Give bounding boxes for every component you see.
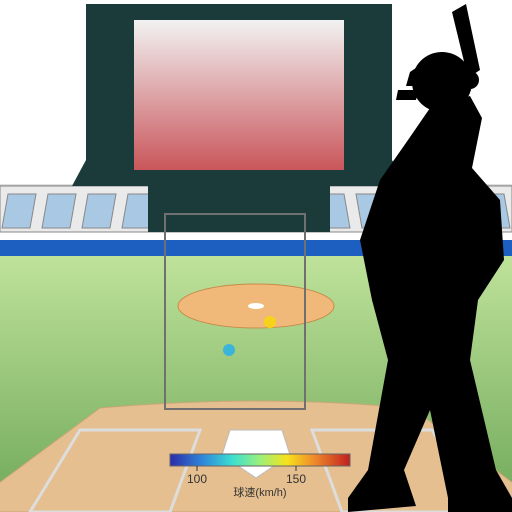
pitch-location-figure: 100 150球速(km/h) — [0, 0, 512, 512]
colorbar-tick: 150 — [286, 472, 306, 486]
pitch-marker — [264, 316, 276, 328]
colorbar-label: 球速(km/h) — [233, 485, 286, 499]
pitch-marker — [223, 344, 235, 356]
scene-svg: 100 150球速(km/h) — [0, 0, 512, 512]
pitchers-mound — [178, 284, 334, 328]
colorbar-tick: 100 — [187, 472, 207, 486]
colorbar — [170, 454, 350, 466]
